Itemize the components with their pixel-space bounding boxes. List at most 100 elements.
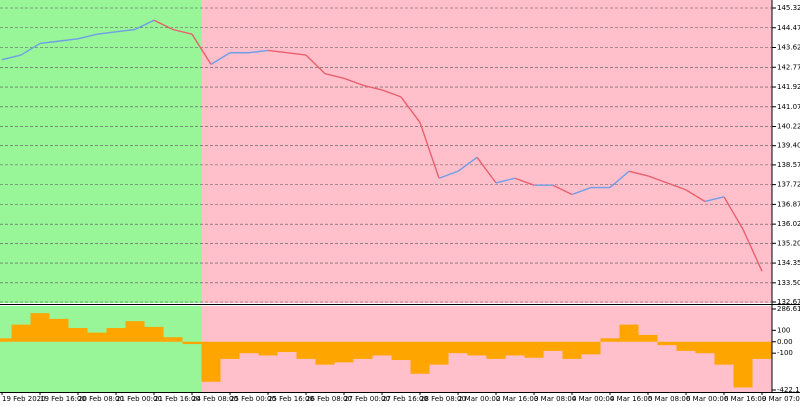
indicator-bar [49, 318, 69, 342]
y-tick-label: 134.35 [777, 259, 800, 267]
x-tick-label: 6 Mar 00:00 [686, 395, 728, 403]
price-segment [191, 33, 212, 65]
price-segment [20, 42, 41, 56]
y-tick-label: 145.325 [777, 4, 800, 12]
price-segment [571, 186, 592, 196]
price-segment [457, 156, 478, 172]
indicator-bar [752, 341, 772, 359]
indicator-bar [353, 341, 373, 359]
indicator-bar [733, 341, 753, 388]
indicator-bar [239, 341, 259, 354]
x-tick-label: 24 Feb 08:00 [192, 395, 238, 403]
indicator-bar [182, 341, 202, 345]
indicator-bar [144, 326, 164, 342]
price-segment [704, 196, 725, 203]
indicator-bar [448, 341, 468, 354]
price-segment [248, 49, 269, 54]
indicator-bar [486, 341, 506, 359]
x-tick-label: 20 Feb 08:00 [78, 395, 124, 403]
x-tick-label: 19 Feb 16:00 [40, 395, 86, 403]
indicator-bar [30, 313, 50, 342]
y-tick-label: 143.625 [777, 44, 800, 52]
y-tick-label: 132.675 [777, 298, 800, 306]
y-tick-label: 133.500 [777, 279, 800, 287]
x-tick-label: 9 Mar 07:00 [762, 395, 800, 403]
indicator-bar [220, 341, 240, 359]
x-tick-label: 21 Feb 16:00 [154, 395, 200, 403]
indicator-bar [657, 341, 677, 346]
y-tick-label: 141.925 [777, 83, 800, 91]
x-tick-label: 19 Feb 2020 [2, 395, 46, 403]
indicator-bar [296, 341, 316, 359]
session-highlight [0, 306, 202, 392]
y-tick-label: 136.875 [777, 200, 800, 208]
session-highlight [0, 0, 202, 303]
price-segment [666, 182, 687, 191]
x-tick-label: 26 Feb 08:00 [306, 395, 352, 403]
price-segment [172, 28, 193, 35]
indicator-bar [467, 341, 487, 356]
price-segment [609, 170, 630, 189]
price-segment [324, 72, 345, 79]
y-tick-label: 141.075 [777, 103, 800, 111]
price-segment [267, 49, 288, 54]
y-tick-label: 139.400 [777, 142, 800, 150]
price-segment [628, 170, 649, 177]
indicator-bar [714, 341, 734, 365]
indicator-bar [619, 324, 639, 342]
x-tick-label: 6 Mar 16:00 [724, 395, 766, 403]
price-segment [153, 19, 174, 31]
indicator-bar [410, 341, 430, 374]
y-tick-label: 100 [777, 326, 790, 334]
y-tick-label: 138.575 [777, 161, 800, 169]
price-segment [514, 177, 535, 186]
price-segment [58, 38, 79, 42]
x-tick-label: 21 Feb 00:00 [116, 395, 162, 403]
indicator-bar [334, 341, 354, 363]
price-segment [362, 84, 383, 91]
y-tick-label: 137.725 [777, 181, 800, 189]
indicator-bar [106, 328, 126, 342]
price-segment [419, 122, 440, 179]
price-segment [742, 229, 763, 272]
y-tick-label: 135.200 [777, 239, 800, 247]
x-tick-label: 4 Mar 00:00 [572, 395, 614, 403]
indicator-bar [581, 341, 601, 355]
indicator-bar [315, 341, 335, 365]
x-tick-label: 2 Mar 00:00 [458, 395, 500, 403]
price-segment [305, 54, 326, 75]
price-segment [552, 184, 573, 196]
indicator-bar [68, 328, 88, 342]
indicator-bar [600, 338, 620, 342]
x-tick-label: 4 Mar 16:00 [610, 395, 652, 403]
y-tick-label: 142.775 [777, 63, 800, 71]
y-tick-label: 140.225 [777, 123, 800, 131]
price-segment [96, 31, 117, 35]
price-segment [723, 196, 744, 230]
indicator-bar [524, 341, 544, 358]
indicator-bar [258, 341, 278, 356]
indicator-bar [695, 341, 715, 354]
x-tick-label: 3 Mar 08:00 [534, 395, 576, 403]
price-segment [476, 156, 497, 184]
x-tick-label: 25 Feb 00:00 [230, 395, 276, 403]
x-tick-label: 27 Feb 00:00 [344, 395, 390, 403]
price-segment [647, 175, 668, 184]
price-segment [286, 52, 307, 56]
price-segment [115, 28, 136, 33]
indicator-bar [676, 341, 696, 351]
price-segment [77, 33, 98, 40]
y-tick-label: 0.00 [777, 338, 793, 346]
indicator-bar [505, 341, 525, 356]
x-tick-label: 27 Feb 16:00 [382, 395, 428, 403]
indicator-bar [372, 341, 392, 356]
indicator-bar [11, 324, 31, 342]
y-tick-label: -422.1723 [777, 386, 800, 394]
indicator-bar [0, 338, 12, 342]
indicator-bar [562, 341, 582, 359]
x-tick-label: 25 Feb 16:00 [268, 395, 314, 403]
indicator-bar [125, 321, 145, 342]
price-segment [39, 40, 60, 45]
y-tick-label: -100 [777, 349, 793, 357]
